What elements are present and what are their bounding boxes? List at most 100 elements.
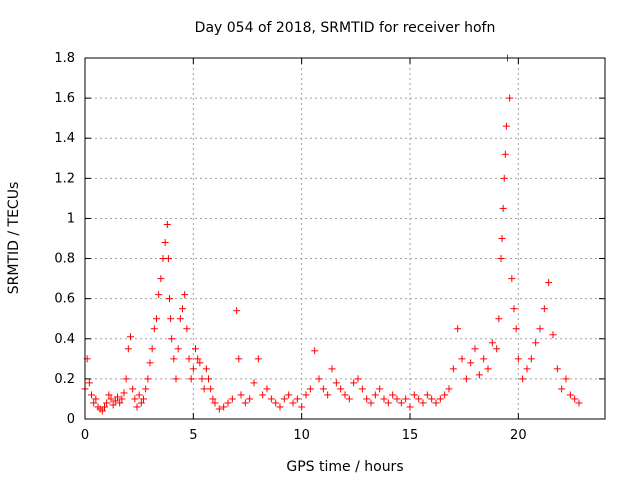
data-point <box>179 305 186 313</box>
data-point <box>302 391 310 399</box>
data-point <box>114 393 121 401</box>
data-point <box>263 385 271 393</box>
data-point <box>107 395 115 403</box>
data-point <box>237 391 245 399</box>
data-point <box>120 389 128 397</box>
data-point <box>532 339 540 347</box>
data-point <box>502 122 510 130</box>
data-point <box>228 395 236 403</box>
data-point <box>137 399 145 407</box>
plot-frame <box>84 57 606 420</box>
data-point <box>276 403 284 411</box>
data-point <box>553 365 561 373</box>
data-point <box>324 391 332 399</box>
data-point <box>501 150 509 158</box>
data-point <box>497 255 505 263</box>
data-point <box>150 325 158 333</box>
y-tick-label: 1 <box>67 211 75 226</box>
data-point <box>85 379 93 387</box>
data-point <box>129 385 137 393</box>
chart-title: Day 054 of 2018, SRMTID for receiver hof… <box>195 20 496 36</box>
y-tick-label: 1.2 <box>54 171 75 186</box>
data-point <box>384 399 392 407</box>
data-point <box>140 395 147 403</box>
x-tick-label: 10 <box>293 428 310 443</box>
data-point <box>406 403 414 411</box>
data-point <box>454 325 462 333</box>
data-point <box>167 315 175 323</box>
data-point <box>410 391 418 399</box>
y-tick-label: 0.4 <box>54 332 75 347</box>
data-point <box>174 345 182 353</box>
data-point <box>202 365 210 373</box>
axis-ticks <box>84 57 605 420</box>
data-point <box>467 359 475 367</box>
data-point <box>211 399 219 407</box>
data-point <box>122 375 130 383</box>
data-point <box>432 399 440 407</box>
data-point <box>332 379 340 387</box>
data-point <box>161 239 169 247</box>
y-tick-label: 1.4 <box>54 131 75 146</box>
data-point <box>280 395 288 403</box>
data-point <box>345 395 353 403</box>
data-point <box>163 220 171 228</box>
data-point <box>545 279 553 287</box>
x-axis-label: GPS time / hours <box>286 459 403 475</box>
data-point <box>90 399 98 407</box>
data-point <box>101 403 108 411</box>
data-point <box>562 375 570 383</box>
data-point <box>233 307 241 315</box>
data-point <box>215 405 223 413</box>
data-point <box>181 291 189 299</box>
data-point <box>397 399 405 407</box>
data-point <box>220 403 228 411</box>
x-tick-label: 20 <box>510 428 527 443</box>
data-point <box>558 385 566 393</box>
data-point <box>488 339 496 347</box>
x-tick-label: 15 <box>402 428 419 443</box>
data-point <box>484 365 492 373</box>
data-point <box>157 275 165 283</box>
data-point <box>311 347 319 355</box>
data-points <box>81 54 583 415</box>
data-point <box>566 391 574 399</box>
data-point <box>144 375 152 383</box>
data-point <box>519 375 527 383</box>
data-point <box>371 391 379 399</box>
data-point <box>209 395 217 403</box>
data-point <box>259 391 267 399</box>
data-point <box>523 365 531 373</box>
y-tick-label: 0.2 <box>54 372 75 387</box>
data-point <box>183 325 191 333</box>
data-point <box>510 305 518 313</box>
data-point <box>235 355 243 363</box>
y-axis-label: SRMTID / TECUs <box>6 182 22 295</box>
data-point <box>176 315 184 323</box>
data-point <box>111 397 119 405</box>
data-point <box>192 345 199 353</box>
x-tick-label: 0 <box>81 428 89 443</box>
data-point <box>315 375 323 383</box>
data-point <box>354 375 362 383</box>
data-point <box>498 235 506 242</box>
data-point <box>131 395 139 403</box>
data-point <box>480 355 488 363</box>
data-point <box>207 385 215 393</box>
data-point <box>105 391 113 399</box>
data-point <box>495 315 503 323</box>
data-point <box>241 399 249 407</box>
data-point <box>380 395 388 403</box>
data-point <box>508 275 516 283</box>
data-point <box>393 395 401 403</box>
y-tick-label: 0.8 <box>54 252 75 267</box>
data-point <box>367 399 375 407</box>
data-point <box>319 385 327 393</box>
data-point <box>224 399 232 407</box>
data-point <box>363 395 371 403</box>
data-point <box>337 385 345 393</box>
data-point <box>540 305 548 313</box>
data-point <box>527 355 535 363</box>
grid <box>85 58 605 419</box>
data-point <box>272 399 280 407</box>
